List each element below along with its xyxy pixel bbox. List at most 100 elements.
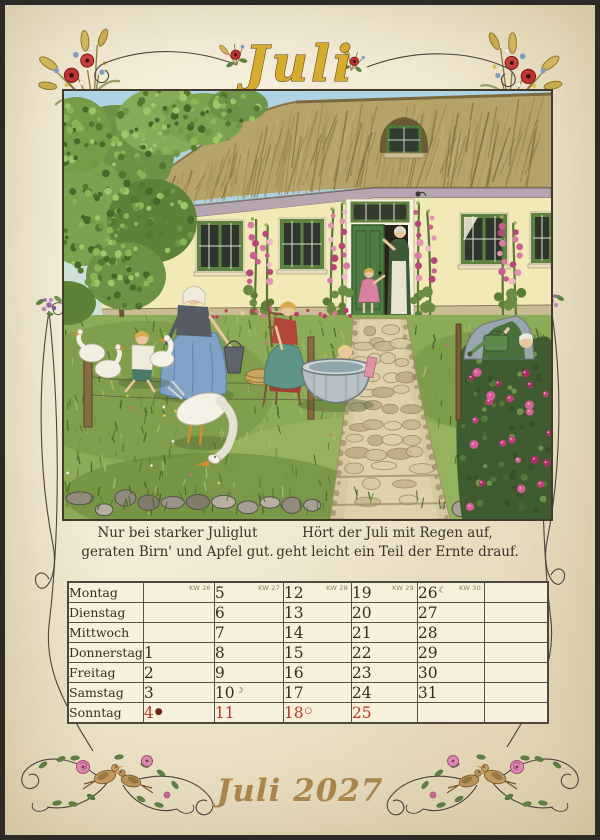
watering-can <box>467 330 509 357</box>
geese-pair <box>72 328 126 379</box>
date-cell: 14 <box>282 622 352 643</box>
date-cell: 18○ <box>282 702 352 724</box>
pink-towel <box>363 355 378 379</box>
footer-month-year: Juli 2027 <box>216 773 384 809</box>
date-cell: 28 <box>416 622 485 643</box>
calendar-row-samstag: Samstag 3 10☽ 17 24 31 <box>67 682 549 703</box>
calendar-row-mittwoch: Mittwoch 7 14 21 28 <box>67 622 549 643</box>
date-cell <box>483 581 549 603</box>
date-cell: 20 <box>350 602 418 623</box>
rose-bush <box>456 320 551 519</box>
rose-sprig-title-right <box>337 45 368 75</box>
window-right-2 <box>527 211 551 269</box>
girl-at-door <box>357 268 386 313</box>
date-cell: 15 <box>282 642 352 663</box>
date-cell: 24 <box>350 682 418 703</box>
calendar-row-donnerstag: Donnerstag 1 8 15 22 29 <box>67 642 549 663</box>
week-number-label: KW 30 <box>459 584 481 592</box>
date-cell <box>483 622 549 643</box>
dormer-window <box>379 117 429 159</box>
proverb-left: Nur bei starker Juliglut geraten Birn' u… <box>65 524 290 562</box>
bathing-tub <box>298 345 378 412</box>
date-cell: 19 KW 29 <box>350 581 418 603</box>
week-number-label: KW 28 <box>326 584 348 592</box>
calendar-row-freitag: Freitag 2 9 16 23 30 <box>67 662 549 683</box>
week-number-label: KW 27 <box>258 584 280 592</box>
date-cell: 16 <box>282 662 352 683</box>
calendar-row-montag: Montag KW 26 5 KW 27 12 KW 28 19 KW 29 26☾ KW 30 <box>67 581 549 603</box>
tree <box>64 91 268 325</box>
date-cell <box>142 602 215 623</box>
gardener-man <box>463 315 535 360</box>
date-cell: 8 <box>213 642 284 663</box>
date-cell: 7 <box>213 622 284 643</box>
window-left-2 <box>276 217 328 275</box>
date-cell: 25 <box>350 702 418 724</box>
week-number-label: KW 26 <box>189 584 211 592</box>
date-cell: 23 <box>350 662 418 683</box>
boy-with-goose <box>118 331 175 393</box>
day-label: Dienstag <box>67 602 144 623</box>
date-cell <box>483 682 549 703</box>
month-title: Juli <box>237 34 355 93</box>
day-label: Donnerstag <box>67 642 144 663</box>
date-cell <box>142 622 215 643</box>
seated-woman <box>154 285 276 403</box>
title-flourish-left <box>94 51 238 84</box>
cottage-illustration <box>62 89 553 521</box>
day-label: Samstag <box>67 682 144 703</box>
woman-in-doorway <box>382 226 411 316</box>
proverb-right: Hört der Juli mit Regen auf, geht leicht… <box>275 524 520 562</box>
date-cell: 3 <box>142 682 215 703</box>
date-cell: 29 <box>416 642 485 663</box>
day-label: Mittwoch <box>67 622 144 643</box>
date-cell <box>483 602 549 623</box>
date-cell: 22 <box>350 642 418 663</box>
calendar-grid: Montag KW 26 5 KW 27 12 KW 28 19 KW 29 26☾ KW 30 D… <box>67 581 550 724</box>
date-cell: 31 <box>416 682 485 703</box>
proverb-line: Hört der Juli mit Regen auf, <box>302 525 493 541</box>
date-cell: 26☾ KW 30 <box>416 581 485 603</box>
calendar-row-dienstag: Dienstag 6 13 20 27 <box>67 602 549 623</box>
rose-sprig-title-left <box>217 38 250 71</box>
proverb-line: geht leicht ein Teil der Ernte drauf. <box>276 544 519 560</box>
date-cell: 9 <box>213 662 284 683</box>
front-door <box>345 191 427 321</box>
week-number-label: KW 29 <box>392 584 414 592</box>
goose-foreground <box>167 380 239 467</box>
moon-phase-full-icon: ○ <box>304 705 313 716</box>
date-cell: 27 <box>416 602 485 623</box>
girl-on-chair <box>262 300 305 406</box>
date-cell: 11 <box>213 702 284 724</box>
date-cell <box>483 702 549 724</box>
title-flourish-right <box>366 53 516 88</box>
date-cell: 30 <box>416 662 485 683</box>
day-label: Sonntag <box>67 702 144 724</box>
date-cell <box>483 642 549 663</box>
date-cell <box>416 702 485 724</box>
date-cell: 21 <box>350 622 418 643</box>
date-cell: 1 <box>142 642 215 663</box>
date-cell: 13 <box>282 602 352 623</box>
date-cell: 6 <box>213 602 284 623</box>
day-label: Montag <box>67 581 144 603</box>
day-label: Freitag <box>67 662 144 683</box>
moon-phase-new-icon: ● <box>154 706 163 717</box>
hollyhock-flowers <box>243 201 527 319</box>
date-cell: 17 <box>282 682 352 703</box>
calendar-table: Montag KW 26 5 KW 27 12 KW 28 19 KW 29 26☾ KW 30 D… <box>67 581 550 724</box>
window-left-1 <box>193 219 247 277</box>
garden-stake <box>455 323 462 421</box>
date-cell <box>483 662 549 683</box>
date-cell: KW 26 <box>142 581 215 603</box>
moon-phase-last-icon: ☾ <box>438 585 447 596</box>
date-cell: 4● <box>142 702 215 724</box>
date-cell: 5 KW 27 <box>213 581 284 603</box>
window-right-1 <box>457 212 511 270</box>
date-cell: 12 KW 28 <box>282 581 352 603</box>
bucket <box>223 346 245 374</box>
moon-phase-first-icon: ☽ <box>235 685 244 696</box>
date-cell: 10☽ <box>213 682 284 703</box>
calendar-row-sonntag: Sonntag 4● 11 18○ 25 <box>67 702 549 724</box>
